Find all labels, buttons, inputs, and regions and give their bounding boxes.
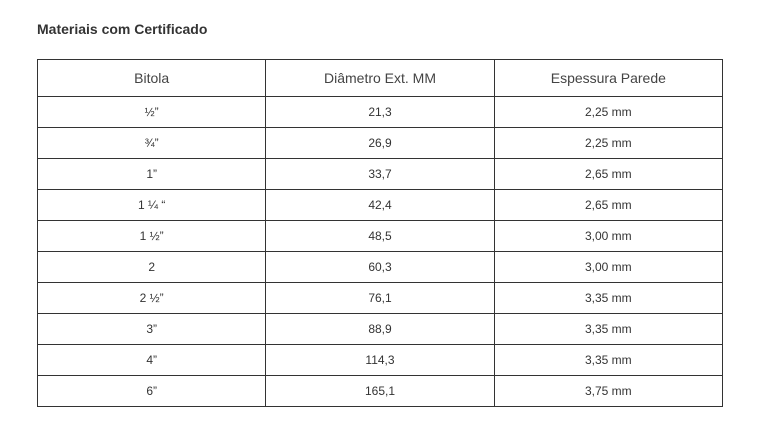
table-row: 1” 33,7 2,65 mm xyxy=(36,158,724,190)
table-body: ½” 21,3 2,25 mm ¾” 26,9 2,25 mm 1” 33,7 2,65 mm 1… xyxy=(36,96,724,407)
table-cell: 3,00 mm xyxy=(493,251,724,283)
table-row: 6” 165,1 3,75 mm xyxy=(36,375,724,407)
table-cell: 33,7 xyxy=(265,158,495,190)
column-header: Bitola xyxy=(36,59,267,97)
table-cell: 6” xyxy=(36,375,267,407)
table-cell: ½” xyxy=(36,96,267,128)
table-row: 1 ½” 48,5 3,00 mm xyxy=(36,220,724,252)
table-cell: 3,00 mm xyxy=(493,220,724,252)
table-cell: 2,65 mm xyxy=(493,189,724,221)
table-cell: 1 ¼ “ xyxy=(36,189,267,221)
table-cell: 21,3 xyxy=(265,96,495,128)
section-title: Materiais com Certificado xyxy=(37,21,208,37)
table-cell: 3,35 mm xyxy=(493,344,724,376)
column-header: Espessura Parede xyxy=(493,59,724,97)
column-header: Diâmetro Ext. MM xyxy=(265,59,495,97)
table-cell: 60,3 xyxy=(265,251,495,283)
table-cell: 3,35 mm xyxy=(493,282,724,314)
table-cell: 88,9 xyxy=(265,313,495,345)
table-cell: 3” xyxy=(36,313,267,345)
table-row: ½” 21,3 2,25 mm xyxy=(36,96,724,128)
table-cell: 4” xyxy=(36,344,267,376)
table-cell: 2,25 mm xyxy=(493,96,724,128)
table-row: ¾” 26,9 2,25 mm xyxy=(36,127,724,159)
table-cell: 1” xyxy=(36,158,267,190)
header-row: Bitola Diâmetro Ext. MM Espessura Parede xyxy=(36,59,724,97)
table-row: 4” 114,3 3,35 mm xyxy=(36,344,724,376)
table-row: 2 60,3 3,00 mm xyxy=(36,251,724,283)
table-row: 2 ½” 76,1 3,35 mm xyxy=(36,282,724,314)
table-cell: 3,75 mm xyxy=(493,375,724,407)
table-cell: 114,3 xyxy=(265,344,495,376)
table-cell: 1 ½” xyxy=(36,220,267,252)
table-cell: 76,1 xyxy=(265,282,495,314)
table-row: 3” 88,9 3,35 mm xyxy=(36,313,724,345)
table-cell: ¾” xyxy=(36,127,267,159)
table-cell: 3,35 mm xyxy=(493,313,724,345)
table-cell: 48,5 xyxy=(265,220,495,252)
table-cell: 2,65 mm xyxy=(493,158,724,190)
table-row: 1 ¼ “42,4 2,65 mm xyxy=(36,189,724,221)
table-cell: 42,4 xyxy=(265,189,495,221)
table-cell: 2 xyxy=(36,251,267,283)
table-head: Bitola Diâmetro Ext. MM Espessura Parede xyxy=(36,59,724,97)
spec-table: Bitola Diâmetro Ext. MM Espessura Parede ½… xyxy=(36,59,724,407)
table-cell: 2,25 mm xyxy=(493,127,724,159)
table-cell: 165,1 xyxy=(265,375,495,407)
table-cell: 26,9 xyxy=(265,127,495,159)
table-cell: 2 ½” xyxy=(36,282,267,314)
